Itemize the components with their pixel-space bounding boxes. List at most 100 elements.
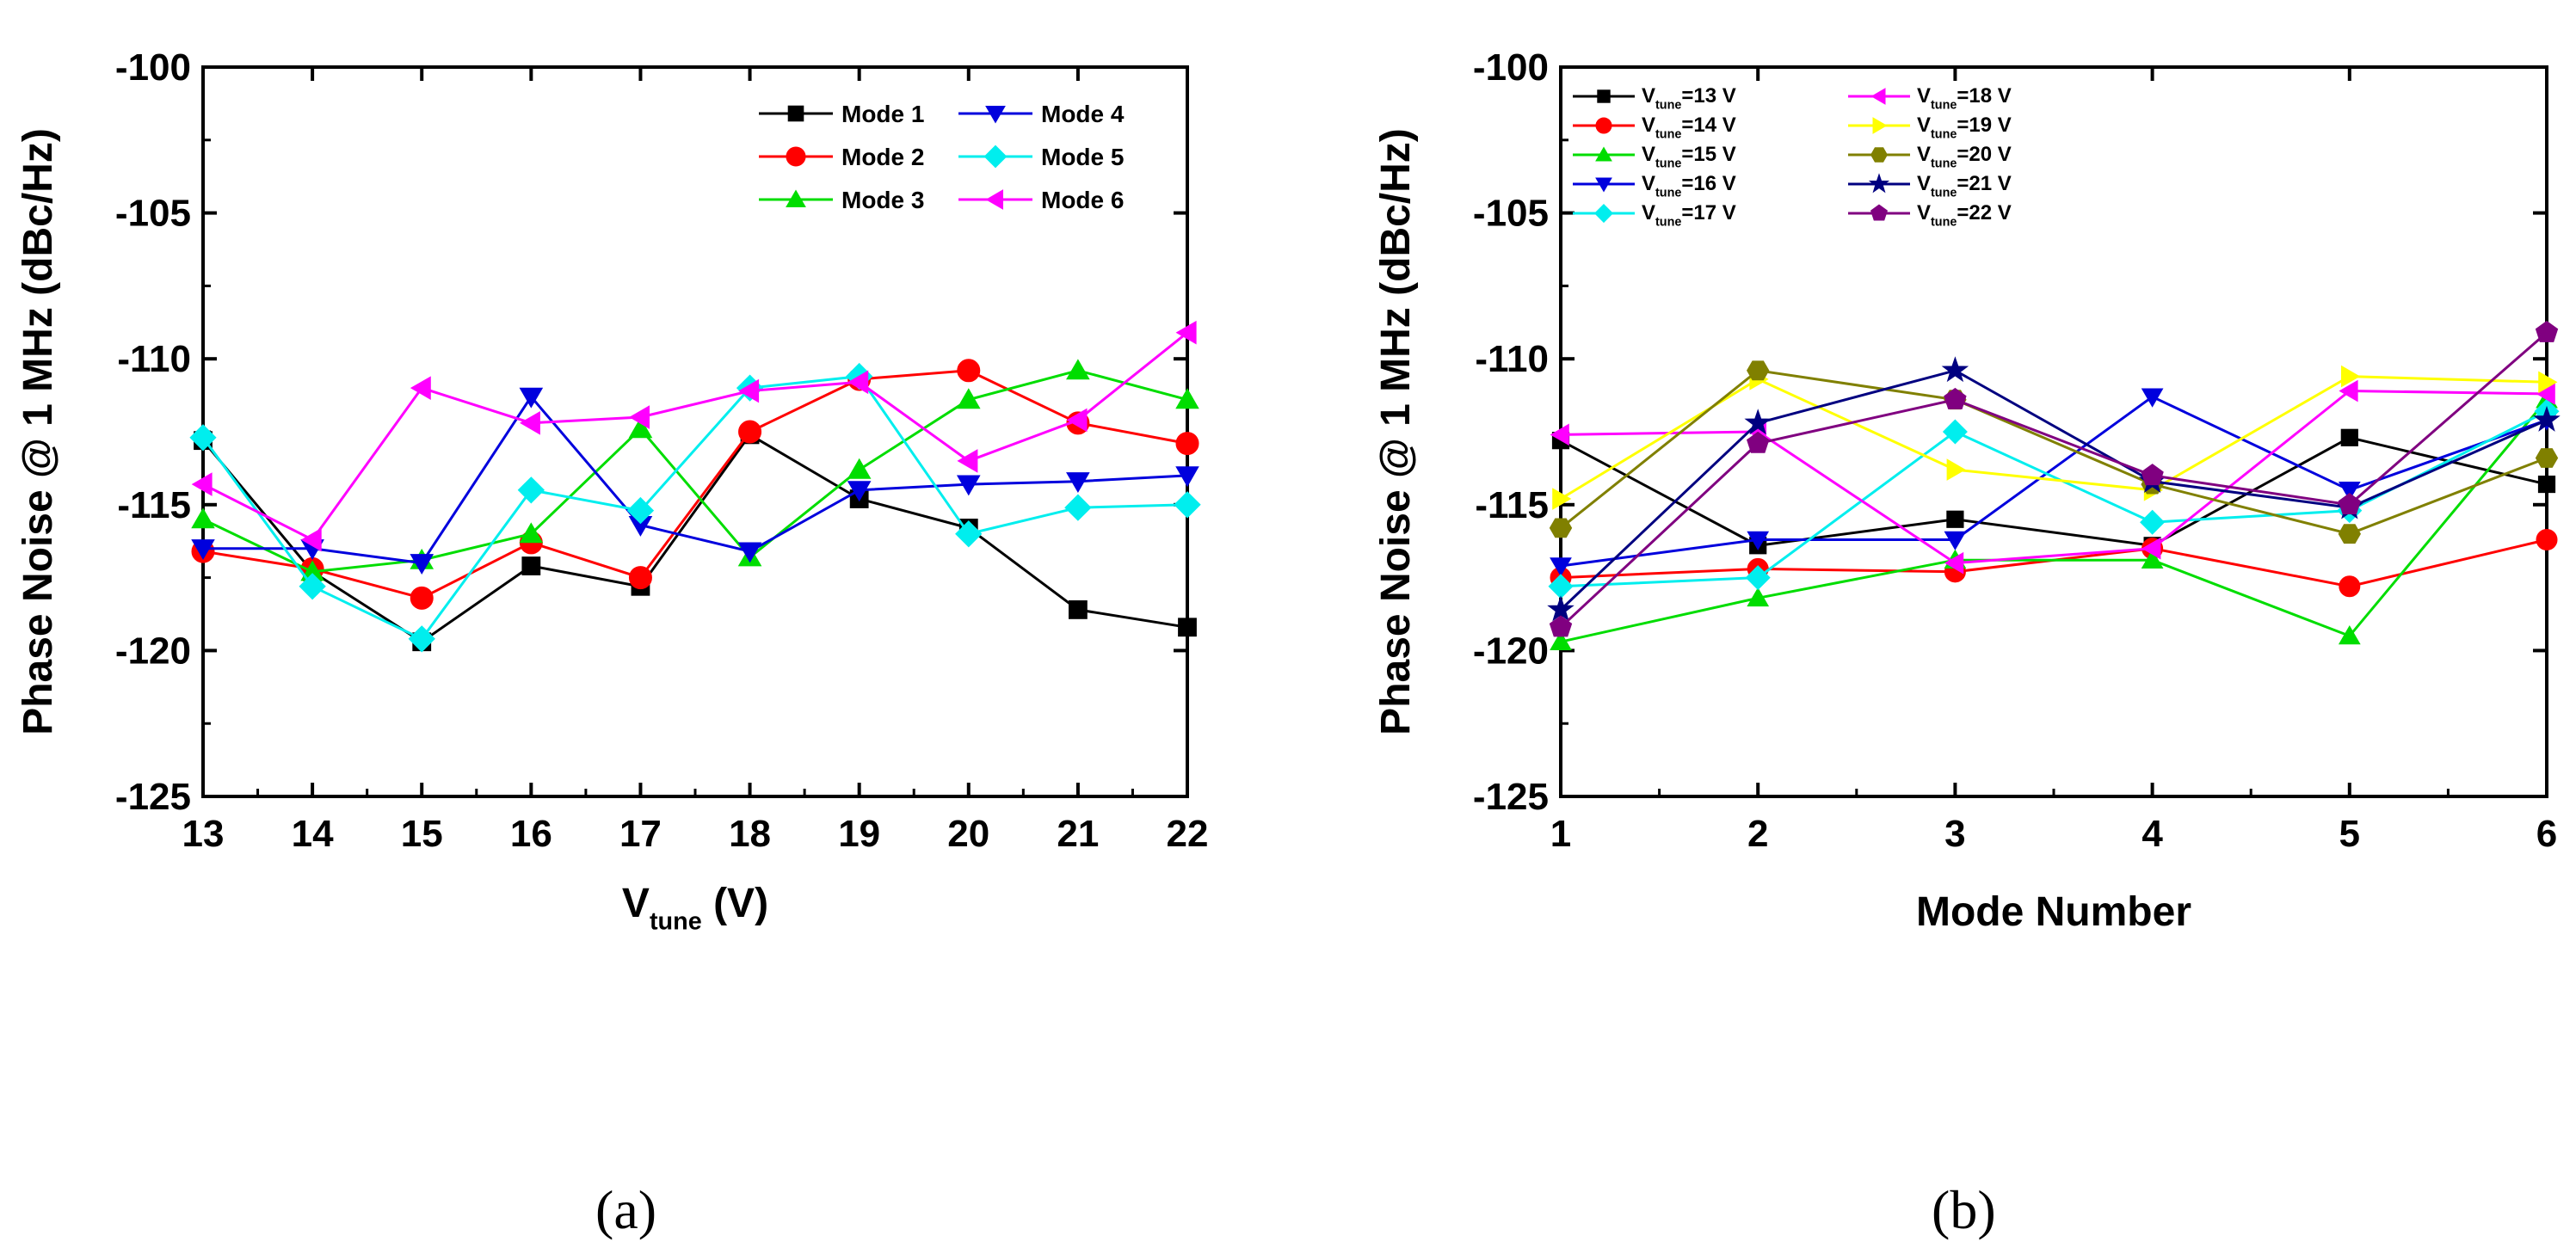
data-point <box>1066 408 1088 433</box>
data-point <box>956 388 981 409</box>
series-2 <box>191 359 1199 610</box>
legend-marker <box>985 189 1003 210</box>
data-point <box>957 359 981 383</box>
x-tick-label: 1 <box>1550 813 1571 855</box>
data-point <box>2538 371 2558 394</box>
y-tick-label: -105 <box>115 193 191 235</box>
x-tick-label: 18 <box>729 813 771 855</box>
series-line <box>201 433 1188 644</box>
data-point <box>1941 356 1969 383</box>
legend-item: Vtune=16 V <box>1573 172 1736 200</box>
data-point <box>1946 510 1964 528</box>
data-point <box>1174 491 1201 519</box>
series-line <box>1560 389 2548 565</box>
data-point <box>1175 388 1199 409</box>
data-point <box>300 527 322 552</box>
data-point <box>2533 405 2561 432</box>
legend-label: Mode 1 <box>841 101 924 127</box>
data-point <box>2339 575 2361 598</box>
data-point <box>955 520 983 548</box>
data-point <box>520 411 540 435</box>
x-tick-label: 3 <box>1944 813 1965 855</box>
series-line <box>1559 369 2548 611</box>
legend-item: Mode 3 <box>759 187 924 213</box>
legend-item: Vtune=20 V <box>1848 143 2012 170</box>
legend-item: Mode 4 <box>958 101 1125 127</box>
x-tick-label: 16 <box>510 813 552 855</box>
data-point <box>628 566 652 590</box>
x-axis-label: Mode Number <box>1916 889 2191 935</box>
data-point <box>1550 557 1572 577</box>
data-point <box>189 424 217 452</box>
series-line <box>1560 369 2548 536</box>
series-4 <box>191 387 1199 575</box>
x-tick-label: 13 <box>182 813 225 855</box>
data-point <box>1066 359 1090 380</box>
legend-label: Mode 2 <box>841 144 924 170</box>
series-3 <box>191 359 1199 581</box>
series-line <box>202 331 1188 542</box>
legend-item: Mode 6 <box>958 187 1124 213</box>
legend-label: Vtune=22 V <box>1917 201 2012 229</box>
legend-marker <box>786 189 806 207</box>
data-point <box>1178 618 1197 637</box>
series-2 <box>1550 529 2558 598</box>
x-tick-label: 19 <box>838 813 880 855</box>
data-point <box>1745 565 1771 591</box>
data-point <box>410 554 434 575</box>
legend-item: Vtune=18 V <box>1848 84 2012 112</box>
data-point <box>2535 320 2559 342</box>
legend-label: Vtune=16 V <box>1642 172 1736 200</box>
legend-label: Mode 4 <box>1041 101 1125 127</box>
legend-item: Vtune=21 V <box>1848 172 2012 200</box>
data-point <box>2340 428 2358 446</box>
data-point <box>1944 531 1967 550</box>
legend-label: Vtune=20 V <box>1917 143 2012 170</box>
data-point <box>191 507 215 529</box>
x-tick-label: 14 <box>292 813 334 855</box>
series-6 <box>1550 379 2555 575</box>
legend-label: Mode 3 <box>841 187 924 213</box>
data-point <box>956 475 981 496</box>
panel-label-a: (a) <box>595 1179 657 1240</box>
data-point <box>2537 475 2556 494</box>
series-9 <box>1547 356 2561 622</box>
series-line <box>203 394 1188 565</box>
data-point <box>2140 509 2166 535</box>
legend-label: Vtune=14 V <box>1642 114 1736 141</box>
series-10 <box>1549 320 2559 637</box>
legend-marker <box>1868 173 1890 194</box>
data-point <box>408 625 435 653</box>
data-point <box>410 586 434 610</box>
legend-label: Vtune=13 V <box>1642 84 1736 112</box>
data-point <box>1550 423 1569 446</box>
chart-panel-a: 13 14 15 16 17 18 19 20 21 22 -125 -120 -115 -110 -105… <box>15 46 1208 935</box>
legend-item: Vtune=14 V <box>1573 114 1736 141</box>
legend-label: Mode 6 <box>1041 187 1124 213</box>
data-point <box>2341 365 2361 388</box>
series-3 <box>1550 389 2558 650</box>
data-point <box>847 370 869 395</box>
x-tick-label: 22 <box>1167 813 1209 855</box>
legend-marker <box>1870 204 1888 221</box>
data-point <box>1747 431 1770 453</box>
legend-item: Vtune=22 V <box>1848 201 2012 229</box>
data-point <box>2141 388 2164 408</box>
data-point <box>2535 448 2559 468</box>
legend-item: Mode 1 <box>759 101 924 127</box>
y-axis-label: Phase Noise @ 1 MHz (dBc/Hz) <box>1373 128 1419 735</box>
legend-marker <box>1593 203 1614 224</box>
y-tick-label: -100 <box>115 46 191 89</box>
data-point <box>1747 360 1770 381</box>
legend-label: Mode 5 <box>1041 144 1124 170</box>
data-point <box>957 449 978 473</box>
data-point <box>517 476 545 504</box>
legend-marker <box>1595 177 1612 193</box>
y-tick-label: -120 <box>115 630 191 672</box>
plot-frame <box>201 65 1189 798</box>
data-point <box>737 542 762 563</box>
y-tick-label: -125 <box>1473 776 1549 818</box>
x-tick-label: 6 <box>2536 813 2557 855</box>
